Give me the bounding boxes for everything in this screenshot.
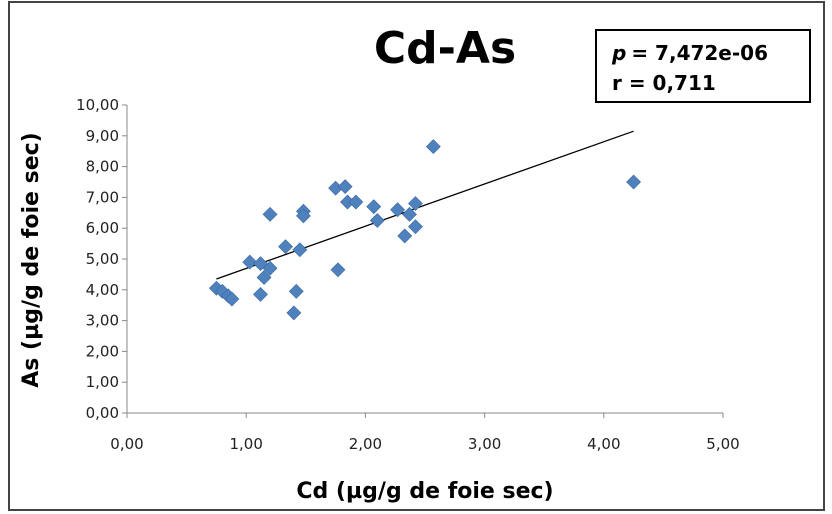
trendline xyxy=(216,130,634,280)
stats-p-symbol-text: p xyxy=(611,41,626,65)
data-point xyxy=(397,228,413,244)
stats-box-frame xyxy=(595,29,811,103)
stats-p-value: = 7,472e-06 xyxy=(631,41,768,65)
stats-p-line: p = 7,472e-06 xyxy=(611,41,768,65)
data-points xyxy=(208,139,642,321)
data-point xyxy=(278,239,293,255)
data-point xyxy=(390,202,406,218)
data-point xyxy=(408,196,423,211)
data-point xyxy=(262,260,278,276)
x-axis-title: Cd (µg/g de foie sec) xyxy=(296,479,553,504)
x-axis-ticks: 0,00 1,00 2,00 3,00 4,00 5,00 xyxy=(110,413,740,453)
y-axis-title: As (µg/g de foie sec) xyxy=(19,132,44,387)
y-tick-label: 0,00 xyxy=(86,404,119,422)
x-tick-label: 1,00 xyxy=(229,435,262,453)
y-tick-label: 5,00 xyxy=(86,250,119,268)
data-point xyxy=(425,139,441,155)
data-point xyxy=(408,219,423,235)
data-point xyxy=(292,242,308,258)
y-tick-label: 2,00 xyxy=(86,342,119,360)
y-tick-label: 7,00 xyxy=(86,188,119,206)
y-tick-label: 3,00 xyxy=(86,312,119,330)
data-point xyxy=(366,199,382,215)
data-point xyxy=(288,283,304,299)
data-point xyxy=(262,206,278,222)
y-tick-label: 10,00 xyxy=(76,96,119,114)
data-point xyxy=(626,174,642,190)
y-tick-label: 8,00 xyxy=(86,158,119,176)
x-tick-label: 0,00 xyxy=(110,435,143,453)
data-point xyxy=(295,208,311,224)
data-point xyxy=(224,291,240,307)
data-point xyxy=(337,179,353,195)
data-point xyxy=(330,262,346,278)
stats-box: p = 7,472e-06 r = 0,711 xyxy=(595,29,811,103)
data-point xyxy=(402,206,417,222)
y-tick-label: 9,00 xyxy=(86,127,119,145)
trendline-group xyxy=(216,130,634,280)
y-tick-label: 4,00 xyxy=(86,281,119,299)
y-axis-ticks: 0,00 1,00 2,00 3,00 4,00 5,00 6,00 7,00 8,00 9,00… xyxy=(76,96,127,422)
data-point xyxy=(253,286,268,302)
x-tick-label: 4,00 xyxy=(587,435,620,453)
x-tick-label: 2,00 xyxy=(349,435,382,453)
chart-title: Cd-As xyxy=(374,23,516,74)
data-point xyxy=(348,194,364,210)
y-tick-label: 1,00 xyxy=(86,373,119,391)
x-tick-label: 3,00 xyxy=(468,435,501,453)
data-point xyxy=(242,254,258,270)
data-point xyxy=(369,213,385,228)
y-tick-label: 6,00 xyxy=(86,219,119,237)
data-point xyxy=(286,305,302,321)
x-tick-label: 5,00 xyxy=(706,435,739,453)
stats-r-line: r = 0,711 xyxy=(612,71,716,95)
data-point xyxy=(256,270,272,285)
